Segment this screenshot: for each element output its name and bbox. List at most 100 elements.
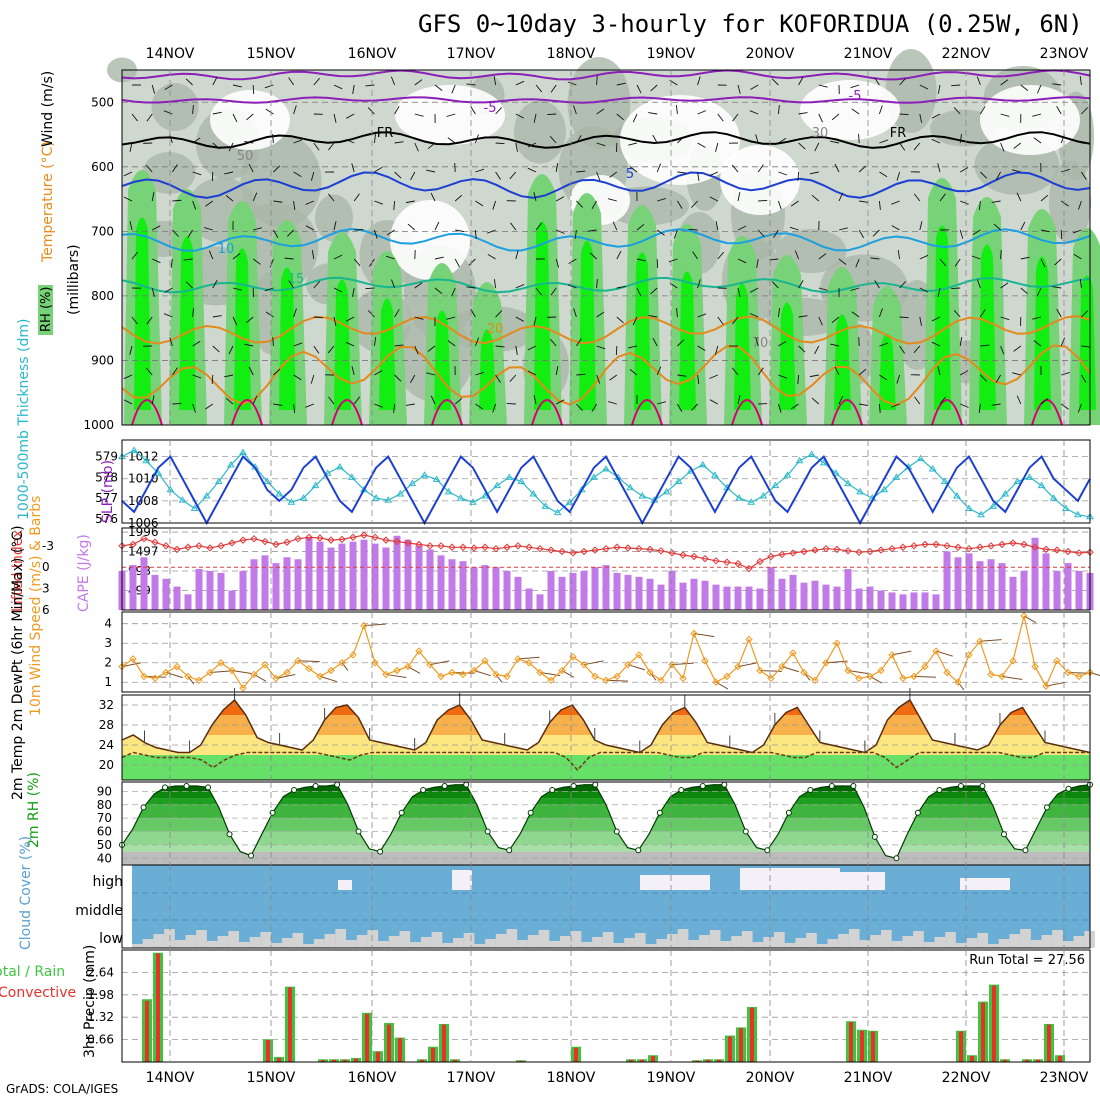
wind-barb <box>390 76 396 86</box>
wind-barb <box>1054 258 1062 266</box>
wind-barb <box>244 343 254 347</box>
wind-barb <box>891 225 900 231</box>
wind-panel: 1 2 3 4 10m Wind Speed (m/s) & Barbs <box>28 496 1100 716</box>
thickness-marker <box>444 487 453 495</box>
cape-bar <box>140 557 148 610</box>
thickness-axis-label: 1000-500mb Thickness (dm) <box>16 319 32 520</box>
wind-barb <box>851 311 860 318</box>
contour-label: -5 <box>849 89 862 104</box>
wind-barb <box>697 313 707 318</box>
cape-tick-label: 1497 <box>128 545 159 559</box>
low-cloud-gap <box>955 943 967 948</box>
wind-barb <box>146 113 153 122</box>
wind-barb <box>851 108 860 115</box>
wind-barb <box>310 171 315 181</box>
rh-marker <box>871 833 878 840</box>
wind-barb <box>353 396 360 405</box>
wind-barb <box>931 113 941 119</box>
wind-barb <box>573 105 577 115</box>
li-marker <box>800 547 808 556</box>
wind-barb <box>874 280 880 289</box>
rh-marker <box>140 804 147 811</box>
rh-marker <box>162 784 169 791</box>
wind-barb <box>1052 83 1062 86</box>
wind-marker <box>360 621 368 630</box>
thickness-marker <box>989 502 998 509</box>
wind-barb <box>778 137 787 144</box>
wind-barb <box>1013 345 1022 352</box>
wind-barb <box>123 374 133 380</box>
rh-marker <box>807 787 814 794</box>
rh-marker <box>1065 785 1072 792</box>
wind-barb <box>163 313 173 318</box>
wind-barb <box>129 142 133 152</box>
wind-marker <box>448 668 456 677</box>
rh-marker <box>699 783 706 790</box>
low-cloud-gap <box>945 932 956 948</box>
wind-barb <box>771 281 779 289</box>
wind-barb <box>305 200 314 205</box>
wind-barb <box>732 113 739 122</box>
wind-barb <box>313 142 320 151</box>
thickness-marker <box>1074 510 1082 518</box>
wind-barb <box>567 81 577 86</box>
wind-barb <box>609 171 618 178</box>
wind-barb <box>474 134 479 144</box>
wind-barb <box>121 662 142 668</box>
wind-marker <box>382 670 390 679</box>
li-axis-label: Lifted Index <box>10 530 26 612</box>
thickness-marker <box>202 492 211 499</box>
wind-barb <box>393 403 396 413</box>
wind-barb <box>939 193 946 202</box>
wind-barb <box>831 316 840 324</box>
thickness-marker <box>940 477 949 484</box>
wind-marker <box>536 668 544 677</box>
thickness-marker <box>977 510 985 518</box>
wind-barb <box>228 142 234 152</box>
li-marker <box>283 538 291 546</box>
wind-barb <box>858 229 864 239</box>
wind-marker <box>349 651 357 659</box>
wind-barb <box>495 374 501 383</box>
wind-barb <box>547 113 557 116</box>
cape-bar <box>866 586 874 610</box>
wind-barb <box>187 676 195 685</box>
precip-convective-bar <box>860 1030 864 1062</box>
low-cloud-gap <box>292 933 304 948</box>
wind-barb <box>275 674 296 679</box>
low-cloud-gap <box>442 943 453 948</box>
wind-barb <box>151 225 161 231</box>
wind-barb <box>391 279 396 289</box>
wind-barb <box>960 403 969 408</box>
temp-line <box>121 698 1091 754</box>
temperature-contour <box>121 344 1091 407</box>
wind-barb <box>192 374 202 379</box>
wind-barb <box>859 200 869 203</box>
wind-barb <box>691 403 698 411</box>
wind-barb <box>341 662 349 671</box>
wind-barb <box>899 77 906 86</box>
wind-marker <box>580 660 588 669</box>
wind-barb <box>374 403 383 408</box>
wind-marker <box>525 659 533 667</box>
temperature-contour <box>121 69 1091 81</box>
wind-barb <box>778 374 787 379</box>
wind-barb <box>470 106 476 115</box>
wind-barb <box>333 254 343 260</box>
date-label-bottom: 16NOV <box>348 1070 397 1086</box>
low-cloud-gap <box>313 939 325 948</box>
wind-barb <box>163 110 173 115</box>
wind-barb <box>859 403 869 407</box>
rh-saturated-core <box>979 244 996 410</box>
low-cloud-gap <box>624 938 635 948</box>
rh-band <box>122 791 1090 799</box>
low-cloud-gap <box>260 932 272 948</box>
wind-barb <box>297 660 320 663</box>
wind-barb <box>353 193 360 202</box>
wind-barb <box>170 258 173 268</box>
wind-barb <box>430 192 436 202</box>
wind-barb <box>717 113 724 122</box>
wind-barb <box>858 165 867 173</box>
cape-bar <box>888 592 896 610</box>
